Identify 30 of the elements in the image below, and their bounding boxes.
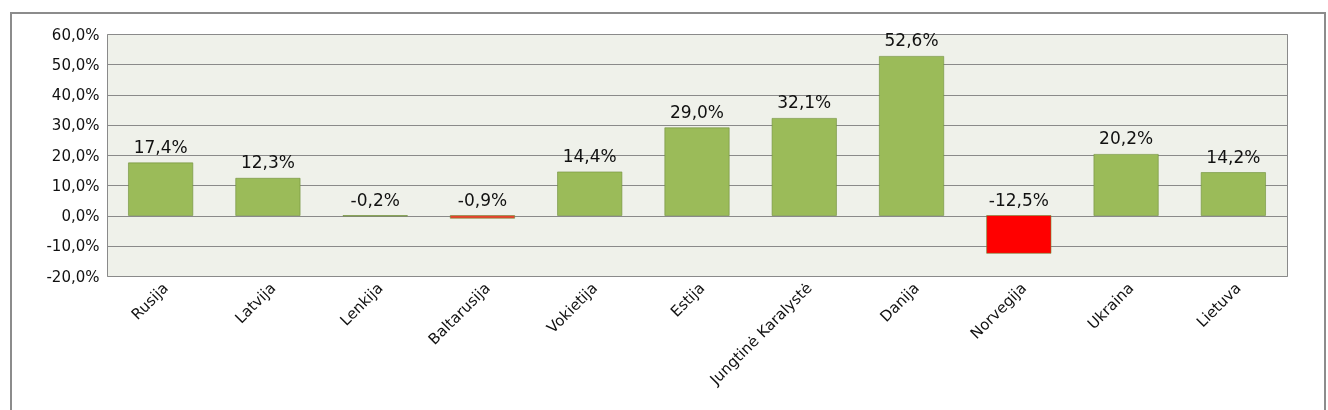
bar	[449, 215, 515, 219]
y-tick-label: -20,0%	[46, 267, 100, 286]
bar	[771, 118, 837, 216]
y-tick-label: 40,0%	[51, 86, 100, 104]
data-label: -0,2%	[350, 189, 400, 210]
y-tick-label: 60,0%	[51, 25, 100, 44]
data-label: 20,2%	[1099, 128, 1154, 149]
data-label: 17,4%	[133, 136, 188, 157]
bar	[664, 127, 730, 216]
y-tick-label: 50,0%	[51, 55, 100, 74]
bar	[879, 56, 945, 216]
data-label: -0,9%	[457, 189, 508, 210]
bar	[235, 177, 301, 216]
y-tick-label: 20,0%	[51, 146, 100, 165]
y-tick-label: 30,0%	[51, 116, 100, 135]
data-label: 32,1%	[777, 92, 832, 113]
data-label: -12,5%	[988, 189, 1049, 210]
bar	[557, 171, 623, 216]
y-tick-label: 10,0%	[51, 176, 100, 195]
data-label: 14,4%	[562, 145, 617, 166]
bar	[1093, 154, 1159, 216]
y-tick-label: -10,0%	[46, 237, 100, 256]
data-label: 12,3%	[240, 152, 295, 173]
data-label: 52,6%	[884, 30, 939, 51]
data-label: 14,2%	[1206, 146, 1261, 167]
bar	[1200, 172, 1266, 216]
bar	[128, 162, 194, 216]
data-label: 29,0%	[669, 101, 725, 122]
y-tick-label: 0,0%	[61, 207, 100, 225]
bar	[986, 215, 1052, 254]
